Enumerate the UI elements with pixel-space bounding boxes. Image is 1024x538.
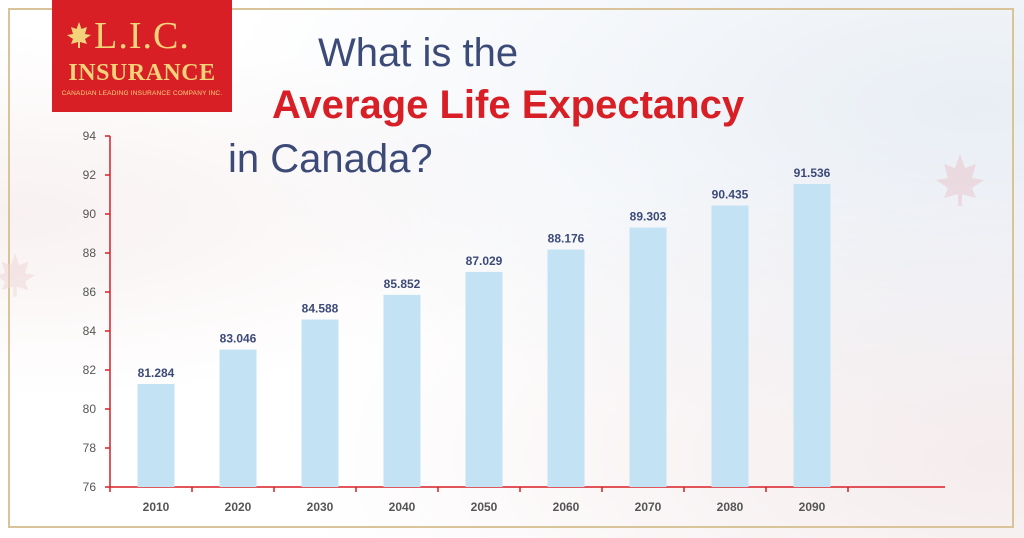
bar xyxy=(219,349,257,487)
bar-value-label: 89.303 xyxy=(630,210,667,224)
y-tick-label: 86 xyxy=(83,285,97,299)
bar xyxy=(383,294,421,487)
x-tick-label: 2090 xyxy=(799,500,826,514)
y-tick-label: 88 xyxy=(83,246,97,260)
y-tick-label: 90 xyxy=(83,207,97,221)
x-tick-label: 2040 xyxy=(389,500,416,514)
bar-value-label: 88.176 xyxy=(548,232,585,246)
x-tick-label: 2050 xyxy=(471,500,498,514)
x-tick-label: 2030 xyxy=(307,500,334,514)
bar xyxy=(547,249,585,487)
bar xyxy=(793,184,831,487)
y-tick-label: 94 xyxy=(83,129,97,143)
bar xyxy=(711,205,749,487)
logo-tagline: CANADIAN LEADING INSURANCE COMPANY INC. xyxy=(61,90,223,97)
x-tick-label: 2010 xyxy=(143,500,170,514)
logo-subtitle: INSURANCE xyxy=(68,60,216,86)
bar-value-label: 84.588 xyxy=(302,302,339,316)
brand-logo: L.I.C. INSURANCE CANADIAN LEADING INSURA… xyxy=(52,0,232,112)
y-tick-label: 78 xyxy=(83,441,97,455)
bar xyxy=(629,227,667,488)
bar xyxy=(465,271,503,487)
x-tick-label: 2060 xyxy=(553,500,580,514)
x-tick-label: 2020 xyxy=(225,500,252,514)
bar-value-label: 91.536 xyxy=(794,166,831,180)
bar-value-label: 90.435 xyxy=(712,188,749,202)
maple-leaf-decoration-left xyxy=(0,253,35,297)
title-line-2: Average Life Expectancy xyxy=(272,83,745,127)
bar-value-label: 83.046 xyxy=(220,332,257,346)
x-tick-label: 2070 xyxy=(635,500,662,514)
x-tick-label: 2080 xyxy=(717,500,744,514)
bar-value-label: 85.852 xyxy=(384,277,421,291)
bar-value-label: 87.029 xyxy=(466,254,503,268)
maple-leaf-icon xyxy=(67,22,91,48)
bar xyxy=(137,383,175,487)
bar xyxy=(301,319,339,487)
y-tick-label: 76 xyxy=(83,480,97,494)
logo-wordmark: L.I.C. xyxy=(94,15,190,57)
bar-value-label: 81.284 xyxy=(138,366,175,380)
title-line-1: What is the xyxy=(318,31,519,75)
maple-leaf-decoration-right xyxy=(936,154,984,206)
y-tick-label: 80 xyxy=(83,402,97,416)
title-line-3: in Canada? xyxy=(228,137,433,181)
y-tick-label: 84 xyxy=(83,324,97,338)
y-tick-label: 92 xyxy=(83,168,97,182)
y-tick-label: 82 xyxy=(83,363,97,377)
